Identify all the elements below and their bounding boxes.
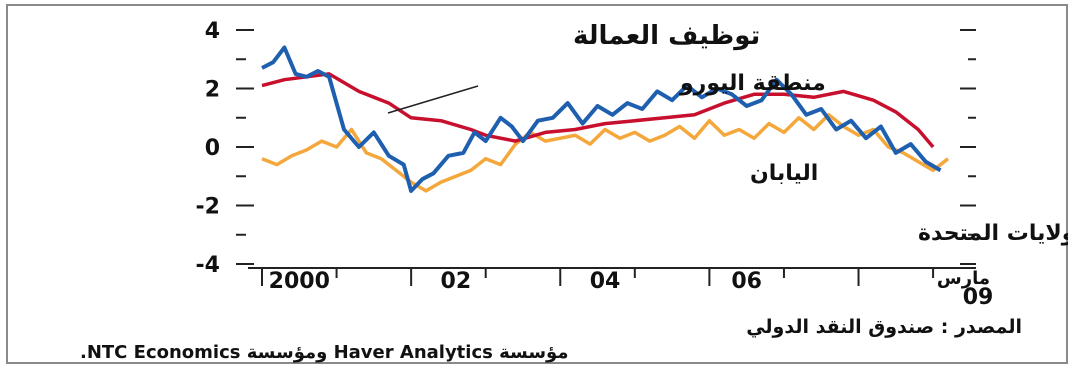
series-label-japan: اليابان (750, 161, 818, 186)
y-tick-label: 0 (205, 136, 220, 161)
source-line: المصدر : صندوق النقد الدولي (746, 316, 1022, 338)
x-tick-label: 2000 (269, 269, 330, 294)
source-credit: مؤسسة Haver Analytics ومؤسسة NTC Economi… (80, 342, 569, 363)
x-end-label-year: 09 (963, 285, 994, 306)
series-line-japan (261, 113, 950, 193)
series-line-euro (261, 72, 935, 149)
euro-leader-line (387, 85, 479, 114)
x-tick-label: 06 (731, 269, 762, 294)
y-tick-label: 4 (205, 19, 220, 44)
y-tick-label: -4 (196, 253, 220, 278)
series-label-us: الولايات المتحدة (918, 221, 1068, 246)
series-line-us (261, 45, 942, 193)
x-end-label-month: مارس (937, 268, 990, 289)
chart-title: توظيف العمالة (573, 21, 760, 51)
x-tick-label: 04 (590, 269, 621, 294)
x-tick-label: 02 (441, 269, 472, 294)
y-tick-label: 2 (205, 78, 220, 103)
chart-frame: 4 2 0 -2 -4 2000 02 04 06 مارس 09 توظيف العمالة منطق… (6, 4, 1068, 364)
y-tick-label: -2 (196, 195, 220, 220)
series-label-euro: منطقة اليورو (679, 71, 826, 96)
